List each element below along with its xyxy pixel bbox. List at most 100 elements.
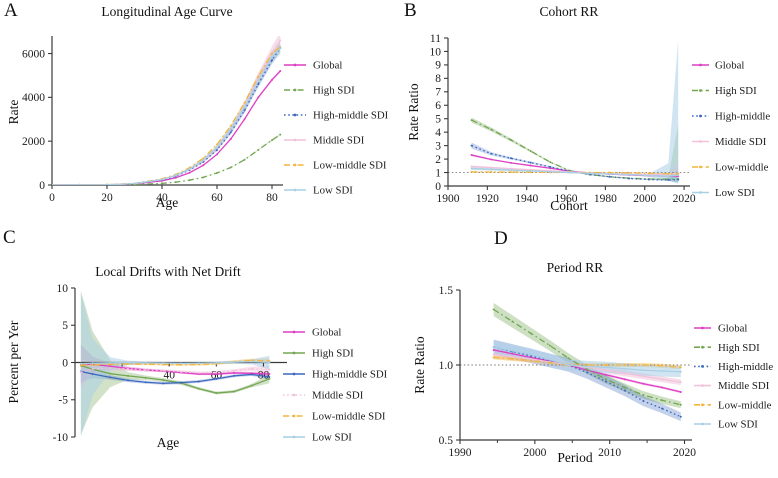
chart-longitudinal-age-curve: 0 2000 4000 6000 0 20 40 60 80 Global High SDI High… [22,36,389,204]
ci-band-high-middle-sdi [52,43,281,185]
series-marker-middle-sdi [470,165,473,168]
series-marker-middle-sdi [661,378,664,381]
series-marker-middle-sdi [144,368,147,371]
series-marker-high-sdi [548,344,551,347]
series-marker-high-sdi [229,166,232,169]
series-marker-high-sdi [470,119,473,122]
legend-label-global: Global [718,323,747,335]
series-marker-middle-sdi [197,371,200,374]
series-marker-global [216,153,218,156]
panel-c-xlabel: Age [156,435,180,450]
series-line-low-middle [471,171,679,175]
x-tick-label: 1900 [437,193,460,205]
series-marker-high-middle-sdi [257,83,260,86]
series-marker-low-middle [530,359,533,362]
series-marker-high-middle [667,178,670,181]
legend-label-middle-sdi: Middle SDI [715,136,767,148]
series-marker-high-sdi [679,403,682,406]
series-marker-low-middle [470,170,473,173]
series-marker-low-middle-sdi [180,363,182,366]
series-marker-high-middle [647,178,650,181]
series-marker-low-sdi [78,183,81,185]
legend-swatch-marker [292,351,296,355]
series-marker-high-middle [604,380,607,383]
series-marker-low-sdi [109,361,112,364]
series-marker-low-sdi [490,168,493,171]
series-marker-low-sdi [677,174,680,177]
series-marker-global [243,118,246,121]
series-marker-low-sdi [271,55,273,58]
series-marker-low-sdi [202,159,205,162]
series-line-middle-sdi [80,367,270,374]
series-marker-global [642,382,645,385]
legend-label-middle-sdi: Middle SDI [313,135,365,147]
y-tick-label: 2000 [22,136,45,148]
legend-swatch-marker [701,384,704,387]
series-marker-high-sdi [279,133,282,136]
series-marker-low-sdi [661,370,664,372]
legend-label-middle-sdi: Middle SDI [312,390,364,402]
legend-swatch-marker [701,422,704,426]
series-marker-global [215,373,218,376]
y-tick-label: 10 [57,283,69,295]
legend-swatch-marker [293,138,297,142]
legend: Global High SDI High-middle Middle SDI Low-m… [694,323,773,431]
series-marker-high-sdi [530,332,533,335]
series-marker-global [257,96,260,99]
series-line-low-sdi [52,47,281,185]
series-marker-high-sdi [144,376,147,379]
series-marker-low-middle-sdi [79,364,82,367]
legend: Global High SDI High-middle Middle SDI Low-m… [692,60,770,199]
series-marker-global [470,154,473,157]
y-tick-label: -10 [53,432,69,444]
series-lines [492,308,682,418]
series-marker-high-middle [608,175,611,178]
series-marker-middle-sdi [490,166,493,169]
y-tick-label: 0 [435,181,441,193]
series-marker-low-sdi [162,362,165,365]
series-marker-low-middle [679,366,682,369]
ci-band-low-middle-sdi [52,44,281,185]
ci-band-global [52,69,281,185]
series-marker-middle-sdi [509,167,512,170]
y-tick-label: 3 [435,140,441,152]
legend-swatch-marker [699,140,702,143]
series-marker-high-middle-sdi [197,380,200,383]
series-marker-low-sdi [197,362,200,365]
series-marker-low-middle-sdi [271,52,273,55]
series-marker-low-sdi [52,183,53,185]
x-tick-label: 1920 [476,193,499,205]
series-marker-high-sdi [642,394,645,396]
series-marker-high-middle [490,152,493,155]
series-marker-low-middle [647,172,650,175]
legend-swatch-marker [293,63,297,67]
series-marker-low-sdi [647,174,650,177]
series-marker-high-middle-sdi [109,376,112,379]
series-marker-low-middle-sdi [162,363,165,366]
legend-swatch-marker [701,326,704,330]
series-marker-low-middle [623,364,626,366]
series-marker-high-middle [509,157,512,160]
series-marker-high-sdi [109,372,112,375]
series-marker-global [604,373,607,376]
series-marker-low-sdi [567,364,570,366]
series-marker-low-sdi [133,182,136,185]
series-marker-low-sdi [174,174,177,177]
series-marker-high-sdi [271,139,273,142]
series-marker-middle-sdi [268,368,271,371]
y-tick-label: 7 [435,87,441,99]
series-marker-low-sdi [549,170,552,173]
x-tick-label: 40 [163,370,175,382]
legend-label-high-sdi: High SDI [312,348,354,360]
series-marker-global [530,356,533,359]
series-marker-low-sdi [623,367,626,370]
legend-swatch-marker [292,435,296,439]
series-marker-middle-sdi [604,369,607,372]
series-marker-low-middle-sdi [144,363,147,366]
series-marker-high-middle-sdi [144,381,147,384]
series-marker-low-sdi [229,128,232,131]
series-marker-low-sdi [233,361,235,364]
series-marker-high-sdi [162,379,165,382]
series-marker-high-middle [586,371,589,374]
series-line-global [80,363,270,375]
